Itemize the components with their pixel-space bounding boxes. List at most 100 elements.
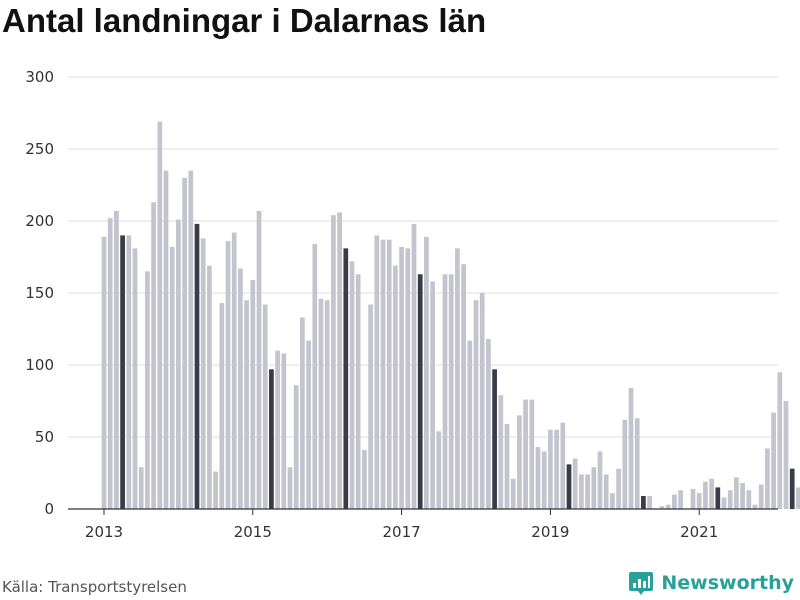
y-tick-label: 250: [25, 140, 54, 158]
bar: [541, 451, 547, 509]
bar: [715, 487, 721, 509]
bar: [318, 298, 324, 509]
bar: [672, 494, 677, 509]
bar: [665, 504, 671, 509]
bar: [740, 483, 745, 509]
bar: [535, 447, 541, 509]
bar: [765, 448, 770, 509]
bar: [200, 238, 206, 509]
bar: [783, 401, 789, 509]
bar: [591, 467, 597, 509]
bar: [132, 248, 138, 510]
bar: [529, 399, 535, 509]
bar: [306, 340, 311, 509]
bar: [262, 304, 268, 509]
bar: [579, 474, 584, 509]
bar: [207, 265, 212, 509]
bar: [145, 271, 150, 509]
bar: [417, 274, 423, 509]
x-tick-label: 2017: [383, 523, 421, 541]
bar: [424, 236, 429, 509]
bar: [486, 339, 491, 509]
bar: [430, 281, 435, 509]
bar: [324, 300, 330, 509]
brand-logo[interactable]: Newsworthy: [628, 570, 794, 596]
bar: [275, 350, 280, 509]
bar: [101, 236, 107, 509]
bar: [771, 412, 776, 509]
y-axis-ticks: 0 50 100 150 200 250 300: [25, 68, 54, 518]
bar: [250, 280, 256, 509]
bar: [225, 241, 231, 509]
bar: [479, 293, 485, 509]
bar: [157, 121, 163, 509]
bar: [777, 372, 783, 509]
x-axis-ticks: 201320152017201920212023: [85, 509, 718, 541]
bar: [703, 481, 708, 509]
x-tick-label: 2015: [234, 523, 272, 541]
bar: [554, 429, 559, 509]
bar: [411, 223, 417, 509]
bar: [219, 303, 225, 509]
bar: [176, 219, 181, 509]
bar: [337, 212, 342, 510]
x-tick-label: 2021: [680, 523, 718, 541]
bar: [455, 248, 460, 510]
bar: [721, 497, 727, 509]
bar: [448, 274, 454, 509]
bar: [126, 235, 132, 509]
newsworthy-logo-icon: [629, 572, 654, 595]
bar: [610, 493, 615, 509]
bar: [461, 264, 466, 509]
bar: [603, 474, 609, 509]
bar: [758, 484, 764, 509]
bar: [560, 422, 566, 509]
bar: [393, 265, 398, 509]
bar: [368, 304, 373, 509]
bar: [442, 274, 448, 509]
bar: [678, 490, 683, 509]
y-tick-label: 200: [25, 212, 54, 230]
bar: [734, 477, 739, 509]
bar: [597, 451, 603, 509]
bar: [244, 300, 249, 509]
bar: [727, 490, 733, 509]
bar: [752, 504, 758, 509]
bar: [231, 232, 237, 509]
bar: [585, 474, 590, 509]
bar: [696, 493, 702, 509]
bar: [616, 468, 621, 509]
bar: [622, 419, 628, 509]
bar: [380, 239, 386, 509]
bar: [746, 490, 752, 509]
bar: [510, 478, 516, 509]
bar: [355, 274, 361, 509]
bar: [362, 449, 367, 509]
bar: [349, 261, 355, 509]
bar: [256, 210, 262, 510]
bar: [709, 478, 714, 509]
bar: [374, 235, 380, 509]
bar: [269, 369, 274, 509]
bar: [690, 488, 696, 509]
bar: [169, 246, 175, 510]
bar: [628, 388, 634, 509]
y-tick-label: 300: [25, 68, 54, 86]
bars: [101, 121, 800, 510]
bar: [114, 210, 119, 510]
bar: [492, 369, 497, 509]
bar: [182, 177, 187, 510]
bar: [331, 215, 336, 510]
bar: [566, 464, 572, 509]
y-tick-label: 0: [44, 500, 54, 518]
bar: [281, 353, 287, 509]
bar: [300, 317, 305, 509]
bar: [293, 385, 299, 509]
bar: [312, 244, 318, 510]
bar: [789, 468, 795, 509]
bar: [120, 235, 125, 509]
bar: [641, 496, 646, 509]
bar: [138, 467, 144, 509]
bar: [647, 496, 652, 509]
